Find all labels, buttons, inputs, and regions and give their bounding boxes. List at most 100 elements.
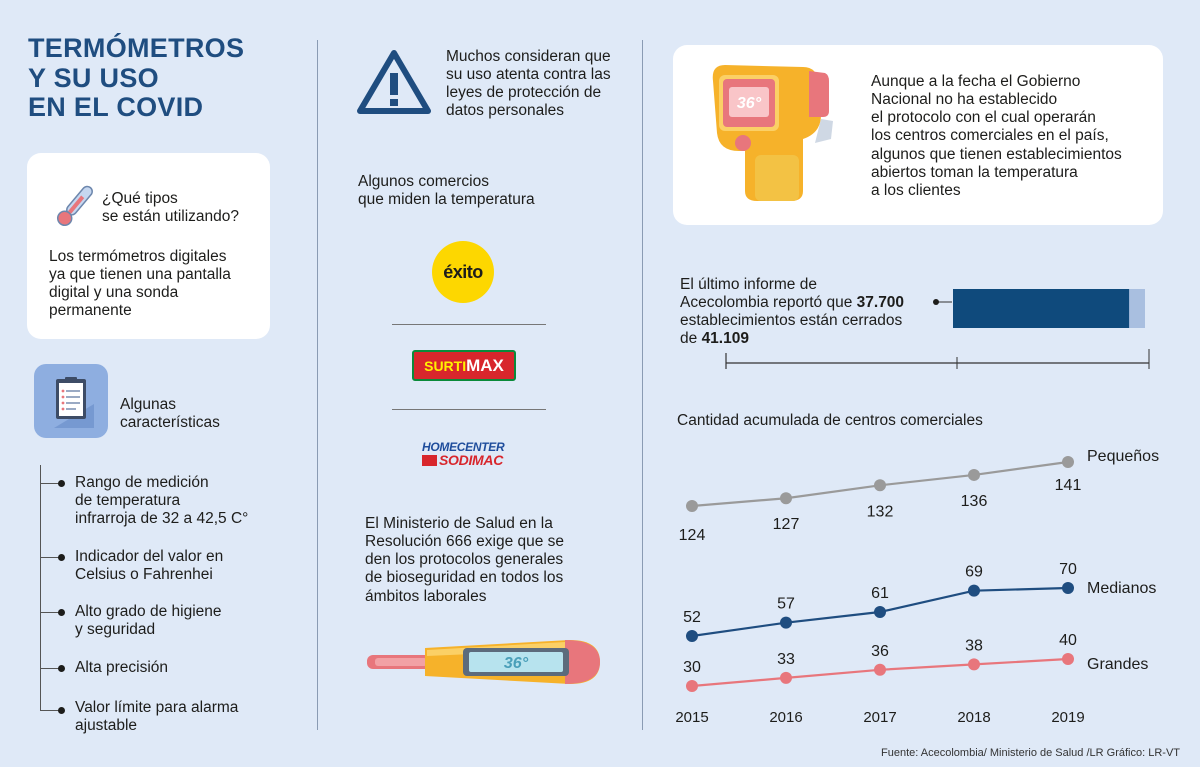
- report-line-1: El último informe de: [680, 276, 817, 293]
- warning-line: Muchos consideran que: [446, 48, 611, 65]
- data-label: 124: [679, 527, 706, 544]
- closed-establishments-bar: [725, 289, 1150, 369]
- government-line: a los clientes: [871, 181, 961, 199]
- feature-connector: [40, 710, 60, 711]
- government-line: Nacional no ha establecido: [871, 91, 1058, 109]
- data-point: [686, 680, 698, 692]
- x-tick-label: 2019: [1051, 709, 1084, 726]
- ministry-line: den los protocolos generales: [365, 551, 564, 569]
- report-closed-value: 37.700: [856, 294, 905, 312]
- feature-bullet: [58, 480, 65, 487]
- data-label: 40: [1059, 632, 1077, 649]
- stores-heading: Algunos comercios que miden la temperatu…: [358, 173, 535, 209]
- types-answer-line: digital y una sonda: [49, 284, 179, 302]
- surtimax-logo: SURTI MAX: [412, 350, 516, 381]
- surtimax-logo-part-2: MAX: [466, 355, 504, 375]
- homecenter-logo: HOMECENTER SODIMAC: [422, 441, 522, 467]
- report-line-4: de 41.109: [680, 330, 904, 348]
- data-label: 52: [683, 609, 701, 626]
- ministry-text: El Ministerio de Salud en la Resolución …: [365, 515, 564, 606]
- sodimac-logo-row: SODIMAC: [422, 453, 522, 467]
- data-label: 36: [871, 643, 889, 660]
- exito-logo-text: éxito: [443, 261, 483, 282]
- report-line-3: establecimientos están cerrados: [680, 312, 903, 330]
- report-line-4-text: de: [680, 330, 702, 348]
- data-label: 127: [773, 516, 800, 533]
- feature-connector: [40, 612, 60, 613]
- types-question-line-2: se están utilizando?: [102, 208, 240, 226]
- warning-line: datos personales: [446, 102, 565, 120]
- feature-item: Rango de medición de temperatura infrarr…: [75, 474, 248, 528]
- features-bracket-line: [40, 465, 41, 711]
- government-text: Aunque a la fecha el Gobierno Nacional n…: [871, 73, 1122, 200]
- feature-line: Rango de medición: [75, 474, 209, 491]
- data-label: 141: [1055, 477, 1082, 494]
- features-heading-line-1: Algunas: [120, 396, 177, 413]
- data-point: [1062, 456, 1074, 468]
- data-point: [968, 584, 980, 597]
- data-point: [968, 658, 980, 671]
- data-label: 30: [683, 659, 701, 676]
- data-point: [686, 500, 698, 512]
- x-tick-label: 2017: [863, 709, 896, 726]
- features-heading: Algunas características: [120, 396, 220, 432]
- types-answer-line: ya que tienen una pantalla: [49, 266, 231, 284]
- stores-heading-line-1: Algunos comercios: [358, 173, 489, 190]
- bar-leader-dot: [933, 299, 939, 305]
- stores-heading-line-2: que miden la temperatura: [358, 191, 535, 209]
- data-point: [874, 606, 886, 618]
- warning-line: leyes de protección de: [446, 84, 602, 102]
- data-label: 69: [965, 564, 983, 581]
- data-point: [686, 630, 698, 642]
- column-divider: [642, 40, 643, 730]
- report-text: El último informe de Acecolombia reportó…: [680, 276, 904, 349]
- feature-item: Indicador del valor en Celsius o Fahrenh…: [75, 548, 223, 584]
- feature-bullet: [58, 707, 65, 714]
- column-divider: [317, 40, 318, 730]
- thermometer-display-text: 36°: [504, 655, 529, 672]
- data-point: [780, 671, 792, 684]
- warning-icon: [357, 50, 431, 114]
- types-answer-line: Los termómetros digitales: [49, 248, 227, 265]
- logo-divider: [392, 409, 546, 410]
- clipboard-icon: [34, 364, 108, 438]
- feature-bullet: [58, 554, 65, 561]
- data-label: 33: [777, 651, 795, 668]
- series-name-label: Grandes: [1087, 656, 1148, 673]
- feature-line: Valor límite para alarma: [75, 699, 239, 716]
- data-label: 38: [965, 637, 983, 654]
- x-tick-label: 2016: [769, 709, 802, 726]
- page-title: TERMÓMETROS Y SU USO EN EL COVID: [28, 33, 245, 123]
- types-question: ¿Qué tipos se están utilizando?: [102, 190, 239, 226]
- features-heading-line-2: características: [120, 414, 220, 432]
- feature-connector: [40, 483, 60, 484]
- feature-line: y seguridad: [75, 621, 156, 639]
- data-point: [968, 468, 980, 481]
- exito-logo: éxito: [432, 241, 494, 303]
- line-chart: 124 127 132 136 141 Pequeños 52 57 61 69 70 Mediano…: [675, 448, 1159, 726]
- title-line-3: EN EL COVID: [28, 92, 204, 123]
- thermometer-gun-icon: 36°: [712, 65, 833, 201]
- government-line: el protocolo con el cual operarán: [871, 109, 1096, 127]
- homecenter-logo-text: HOMECENTER: [422, 440, 505, 454]
- data-label: 132: [867, 503, 894, 520]
- x-tick-label: 2018: [957, 709, 990, 726]
- report-line-2-text: Acecolombia reportó que: [680, 294, 857, 312]
- feature-bullet: [58, 609, 65, 616]
- surtimax-logo-part-1: SURTI: [424, 357, 467, 374]
- title-line-1: TERMÓMETROS: [28, 33, 245, 63]
- data-point: [780, 492, 792, 505]
- types-answer: Los termómetros digitales ya que tienen …: [49, 248, 231, 321]
- x-tick-label: 2015: [675, 709, 708, 726]
- government-line: los centros comerciales en el país,: [871, 127, 1109, 145]
- ministry-line: Resolución 666 exige que se: [365, 533, 565, 551]
- sodimac-logo-text: SODIMAC: [439, 452, 504, 468]
- feature-item: Valor límite para alarma ajustable: [75, 699, 238, 735]
- feature-item: Alto grado de higiene y seguridad: [75, 603, 222, 639]
- data-point: [1062, 582, 1074, 594]
- types-question-line-1: ¿Qué tipos: [102, 190, 178, 207]
- feature-bullet: [58, 665, 65, 672]
- feature-line: de temperatura: [75, 492, 181, 510]
- gun-display-text: 36°: [737, 95, 762, 112]
- types-card: ¿Qué tipos se están utilizando? Los term…: [27, 153, 270, 339]
